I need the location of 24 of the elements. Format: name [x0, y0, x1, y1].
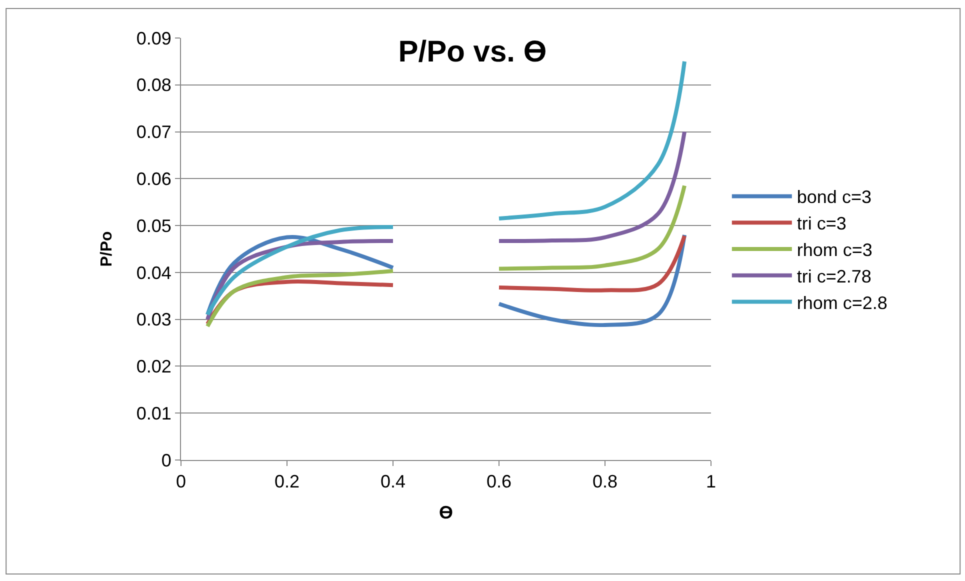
legend-label: bond c=3: [796, 187, 872, 208]
legend-label: rhom c=2.8: [796, 292, 888, 313]
x-axis-title: ϴ: [438, 502, 454, 523]
y-tick-label: 0.04: [136, 262, 172, 283]
chart-title: P/Po vs. ϴ: [398, 36, 547, 69]
legend-label: tri c=2.78: [796, 266, 872, 286]
x-tick-label: 0.2: [274, 472, 300, 492]
y-tick-label: 0.08: [136, 75, 172, 96]
x-tick-label: 0: [176, 472, 186, 492]
x-tick-label: 1: [706, 472, 716, 492]
x-tick-label: 0.4: [380, 472, 406, 492]
y-tick-label: 0.03: [136, 310, 172, 330]
y-axis-title: P/Po: [98, 230, 116, 267]
y-tick-label: 0.09: [136, 28, 172, 48]
y-tick-label: 0.05: [136, 216, 172, 236]
legend-label: tri c=3: [796, 214, 846, 234]
x-tick-label: 0.6: [486, 472, 512, 492]
y-tick-label: 0.07: [136, 122, 172, 142]
x-tick-label: 0.8: [592, 472, 618, 492]
y-tick-label: 0.06: [136, 168, 172, 189]
y-tick-label: 0.01: [136, 403, 172, 424]
legend-label: rhom c=3: [796, 240, 872, 260]
y-tick-label: 0.02: [136, 356, 172, 377]
y-tick-label: 0: [161, 450, 172, 470]
